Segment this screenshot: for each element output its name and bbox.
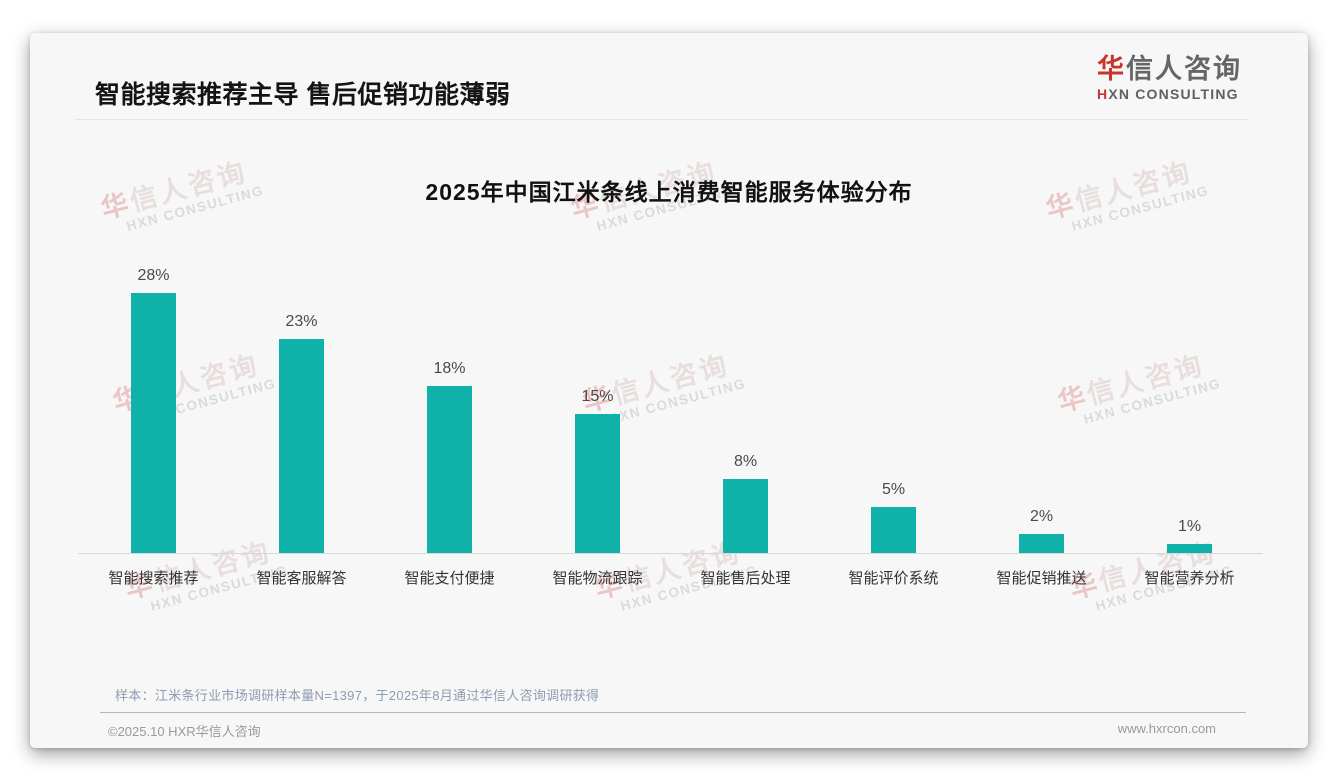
- bar-value-label: 2%: [1029, 508, 1054, 526]
- page-title: 智能搜索推荐主导 售后促销功能薄弱: [95, 81, 511, 109]
- bar: [279, 339, 324, 553]
- chart-title: 2025年中国江米条线上消费智能服务体验分布: [425, 179, 913, 205]
- x-axis-label: 智能评价系统: [848, 570, 939, 587]
- bar-value-label: 23%: [285, 313, 318, 331]
- sample-footnote: 样本：江米条行业市场调研样本量N=1397，于2025年8月通过华信人咨询调研获…: [115, 688, 600, 703]
- x-axis-label: 智能营养分析: [1144, 570, 1235, 587]
- bar-chart: 28% 智能搜索推荐 23% 智能客服解答 18% 智能支付便捷 15% 智能物流跟踪 8% 智能…: [30, 33, 1308, 748]
- bar: [1019, 534, 1064, 553]
- website-url: www.hxrcon.com: [1117, 721, 1216, 736]
- report-card: 华信人咨询 HXN CONSULTING 华信人咨询 HXN CONSULTING 华信…: [30, 33, 1308, 748]
- bar-value-label: 15%: [581, 387, 614, 405]
- company-logo: 华信人咨询 HXN CONSULTING: [1097, 54, 1242, 102]
- logo-chinese-text: 华信人咨询: [1097, 54, 1242, 84]
- bar-value-label: 1%: [1177, 517, 1202, 535]
- x-axis-label: 智能客服解答: [256, 570, 347, 587]
- bar: [427, 385, 472, 553]
- logo-english-text: HXN CONSULTING: [1097, 85, 1239, 102]
- x-axis-label: 智能搜索推荐: [108, 570, 199, 587]
- x-axis-label: 智能物流跟踪: [552, 570, 643, 587]
- bar: [1167, 543, 1212, 553]
- x-axis-label: 智能售后处理: [700, 570, 791, 587]
- bar: [723, 478, 768, 553]
- x-axis-label: 智能促销推送: [996, 570, 1087, 587]
- footer-divider: [100, 712, 1246, 713]
- bar: [871, 506, 916, 553]
- bar: [131, 292, 176, 553]
- bar-value-label: 8%: [733, 452, 758, 470]
- bar-value-label: 28%: [137, 266, 170, 284]
- bar: [575, 413, 620, 553]
- header-divider: [75, 119, 1248, 120]
- bar-value-label: 5%: [881, 480, 906, 498]
- x-axis-line: [78, 553, 1263, 554]
- x-axis-label: 智能支付便捷: [404, 570, 495, 587]
- copyright-text: ©2025.10 HXR华信人咨询: [108, 724, 261, 739]
- bar-value-label: 18%: [433, 359, 466, 377]
